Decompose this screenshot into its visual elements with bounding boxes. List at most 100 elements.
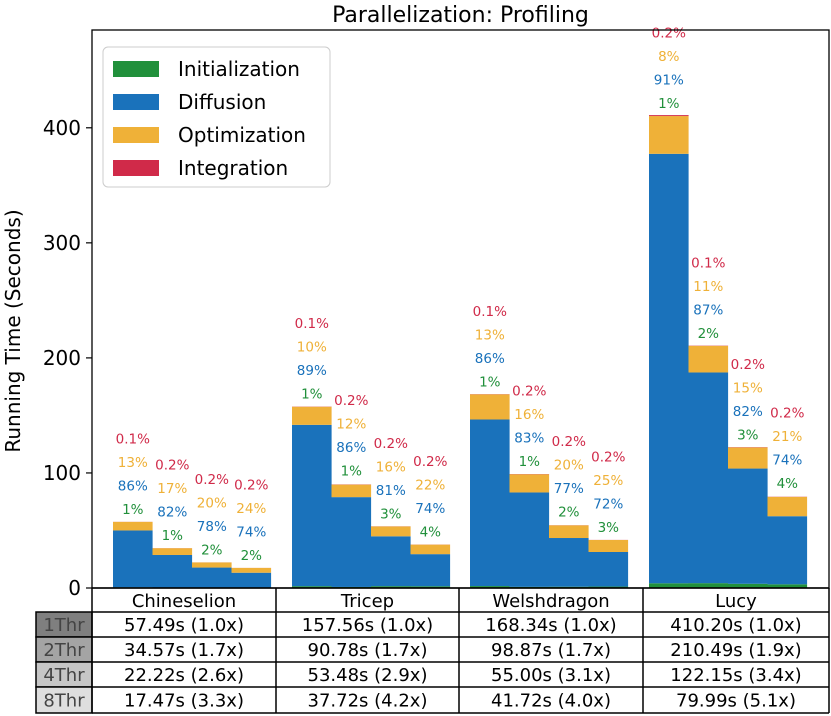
bar-segment-diffusion [292,424,332,587]
bar-segment-initialization [688,583,729,588]
pct-label-optimization: 13% [118,455,148,471]
bar-segment-optimization [410,544,451,555]
row-header [35,661,93,688]
bar-segment-diffusion [113,530,153,588]
pct-label-diffusion: 87% [693,302,723,318]
pct-label-optimization: 8% [658,49,680,65]
bar-segment-initialization [410,586,451,588]
bar-segment-diffusion [192,567,232,588]
pct-label-diffusion: 78% [197,519,227,535]
pct-label-optimization: 21% [772,429,802,445]
pct-label-optimization: 24% [236,501,266,517]
bar-segment-optimization [231,567,272,573]
pct-label-integration: 0.2% [195,472,229,488]
pct-label-optimization: 25% [593,473,623,489]
bar-segment-optimization [113,521,153,531]
table-cell: 53.48s (2.9x) [308,665,428,686]
bar-segment-optimization [649,116,689,154]
column-header: Lucy [715,591,757,612]
bar-segment-integration [649,115,689,117]
y-tick-label: 400 [43,116,81,140]
table-cell: 41.72s (4.0x) [491,691,611,712]
y-tick-label: 0 [68,576,81,600]
table-cell: 157.56s (1.0x) [302,615,433,636]
bar-segment-optimization [588,540,629,553]
bar-segment-optimization [728,447,768,469]
pct-label-optimization: 16% [376,459,406,475]
pct-label-initialization: 2% [241,548,263,564]
pct-label-diffusion: 91% [654,73,684,89]
legend-label-optimization: Optimization [178,123,306,147]
y-tick-label: 200 [43,346,81,370]
pct-label-integration: 0.2% [234,477,268,493]
chart-title: Parallelization: Profiling [332,3,589,28]
pct-label-optimization: 17% [157,481,187,497]
table-cell: 17.47s (3.3x) [124,691,244,712]
pct-label-optimization: 15% [733,380,763,396]
pct-label-initialization: 4% [777,476,799,492]
pct-label-integration: 0.2% [552,434,586,450]
pct-label-integration: 0.2% [770,405,804,421]
pct-label-initialization: 4% [420,525,442,541]
bar-segment-diffusion [767,516,808,585]
pct-label-initialization: 1% [341,464,363,480]
bar-segment-diffusion [231,572,272,588]
table-cell: 37.72s (4.2x) [308,691,428,712]
bar-segment-optimization [767,496,808,517]
bar-segment-initialization [371,586,411,588]
bar-segment-optimization [152,548,193,555]
pct-label-diffusion: 74% [236,524,266,540]
table-cell: 22.22s (2.6x) [124,665,244,686]
bar-segment-optimization [688,345,729,373]
y-tick-label: 300 [43,231,81,255]
pct-label-initialization: 1% [122,502,144,518]
legend-swatch-initialization [113,61,159,77]
pct-label-integration: 0.2% [652,26,686,42]
pct-label-initialization: 1% [162,528,184,544]
table-cell: 90.78s (1.7x) [308,640,428,661]
bar-segment-initialization [767,584,808,588]
pct-label-optimization: 20% [197,495,227,511]
row-header [35,686,93,714]
bar-segment-diffusion [152,554,193,588]
pct-label-diffusion: 72% [593,497,623,513]
table-cell: 210.49s (1.9x) [670,640,801,661]
row-header-label: 1Thr [43,615,85,636]
pct-label-integration: 0.2% [374,436,408,452]
column-header: Chineselion [132,591,236,612]
row-header-label: 8Thr [43,691,85,712]
pct-label-integration: 0.2% [591,450,625,466]
pct-label-diffusion: 83% [514,431,544,447]
pct-label-integration: 0.2% [155,458,189,474]
bar-segment-diffusion [728,468,768,584]
bar-segment-optimization [470,394,510,420]
pct-label-integration: 0.2% [413,454,447,470]
bar-segment-diffusion [470,419,510,587]
pct-label-integration: 0.1% [295,316,329,332]
row-header-label: 2Thr [43,640,85,661]
pct-label-initialization: 2% [698,326,720,342]
pct-label-optimization: 10% [297,340,327,356]
pct-label-integration: 0.2% [334,393,368,409]
pct-label-initialization: 3% [737,427,759,443]
bar-segment-diffusion [688,372,729,584]
pct-label-diffusion: 86% [475,351,505,367]
bar-segment-optimization [192,562,232,568]
pct-label-optimization: 16% [514,407,544,423]
pct-label-initialization: 2% [558,505,580,521]
bar-segment-optimization [549,525,589,539]
legend-swatch-optimization [113,127,159,143]
column-header: Welshdragon [492,591,609,612]
legend-swatch-integration [113,160,159,176]
row-header-label: 4Thr [43,665,85,686]
bar-segment-diffusion [588,552,629,587]
pct-label-optimization: 11% [693,279,723,295]
bar-segment-diffusion [331,497,372,587]
pct-label-optimization: 12% [336,417,366,433]
bar-segment-optimization [292,406,332,425]
legend-swatch-diffusion [113,94,159,110]
y-axis-label: Running Time (Seconds) [1,209,25,452]
pct-label-integration: 0.1% [473,304,507,320]
bar-segment-diffusion [410,554,451,587]
